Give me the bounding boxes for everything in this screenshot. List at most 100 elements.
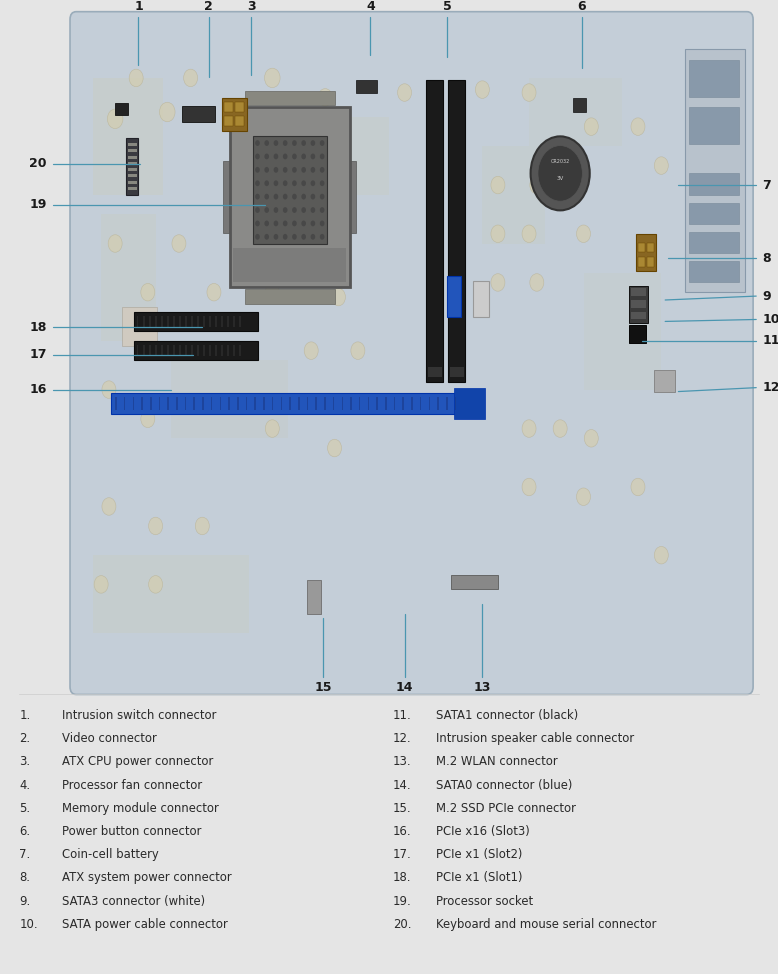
Text: CR2032: CR2032 [551,159,569,165]
Bar [411,397,412,410]
Text: 8.: 8. [19,872,30,884]
Bar [155,316,156,327]
Circle shape [292,154,296,160]
Circle shape [107,109,123,129]
Bar [159,397,160,410]
Text: 16: 16 [30,383,47,396]
Bar [689,107,739,144]
Bar [454,397,456,410]
Bar [224,116,233,126]
Bar [202,397,204,410]
Bar [134,312,258,331]
Text: Intrusion speaker cable connector: Intrusion speaker cable connector [436,732,634,745]
Bar [654,370,675,392]
Bar [245,289,335,304]
Text: 12.: 12. [393,732,412,745]
Bar [221,345,223,356]
Text: PCIe x1 (Slot2): PCIe x1 (Slot2) [436,848,522,861]
Bar [173,345,174,356]
Circle shape [274,234,279,240]
Circle shape [310,194,315,200]
Bar [93,555,249,633]
Circle shape [530,274,544,291]
Bar [161,345,163,356]
Circle shape [310,207,315,213]
Bar [402,397,404,410]
Bar [167,397,169,410]
Circle shape [255,140,260,146]
Bar [185,397,187,410]
Bar [377,397,378,410]
Bar [179,345,180,356]
Text: 19.: 19. [393,894,412,908]
Bar [128,149,137,152]
Circle shape [398,84,412,101]
Text: 7.: 7. [19,848,30,861]
Circle shape [207,283,221,301]
Bar [289,397,291,410]
Bar [324,397,326,410]
Bar [198,316,199,327]
Bar [350,162,356,234]
Circle shape [108,235,122,252]
Circle shape [141,283,155,301]
Bar [573,98,586,112]
Circle shape [242,342,256,359]
Circle shape [538,146,582,202]
Circle shape [195,517,209,535]
Circle shape [292,194,296,200]
Circle shape [301,140,306,146]
Bar [307,397,308,410]
Text: 17.: 17. [393,848,412,861]
Circle shape [301,234,306,240]
Circle shape [310,167,315,172]
Bar [227,345,229,356]
Text: 3V: 3V [556,175,564,181]
Bar [128,181,137,184]
Circle shape [553,420,567,437]
Text: 5: 5 [443,0,452,13]
Text: Coin-cell battery: Coin-cell battery [62,848,159,861]
Circle shape [530,176,544,194]
Circle shape [274,220,279,226]
Text: Intrusion switch connector: Intrusion switch connector [62,709,216,722]
Bar [155,345,156,356]
Text: 13: 13 [474,681,491,693]
Text: M.2 WLAN connector: M.2 WLAN connector [436,756,557,768]
Bar [219,397,221,410]
Text: 15: 15 [314,681,331,693]
Bar [235,102,244,112]
Text: 2.: 2. [19,732,30,745]
Circle shape [292,207,296,213]
Bar [584,273,661,390]
Bar [420,397,422,410]
Bar [246,397,247,410]
Bar [173,316,174,327]
Text: 10.: 10. [19,918,38,931]
Text: 16.: 16. [393,825,412,838]
Bar [101,214,156,341]
Circle shape [491,274,505,291]
Bar [233,248,346,282]
Bar [198,345,199,356]
Text: 20: 20 [30,157,47,170]
Bar [149,316,151,327]
Text: 5.: 5. [19,802,30,815]
Bar [307,580,321,614]
Circle shape [265,180,269,186]
Circle shape [320,167,324,172]
Bar [137,316,138,327]
Bar [638,243,645,252]
Circle shape [255,180,260,186]
Text: 11: 11 [762,334,778,348]
Text: Memory module connector: Memory module connector [62,802,219,815]
Text: 19: 19 [30,198,47,211]
Circle shape [265,167,269,172]
Bar [137,345,138,356]
Circle shape [531,136,590,210]
Bar [636,234,656,271]
Circle shape [310,220,315,226]
Bar [689,173,739,195]
Bar [631,300,646,308]
Bar [451,575,498,589]
